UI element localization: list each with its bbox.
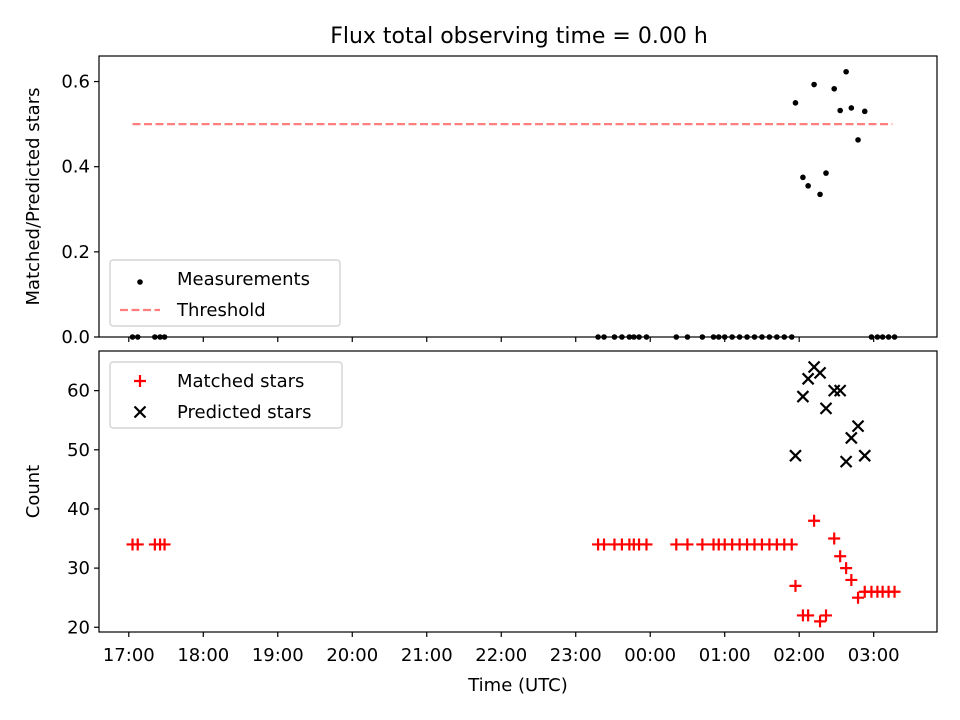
y-tick-label: 60	[67, 381, 90, 402]
y-tick-label: 50	[67, 440, 90, 461]
bottom-point	[785, 538, 798, 551]
legend-swatch	[137, 279, 143, 285]
legend-label: Measurements	[177, 269, 310, 290]
y-tick-label: 30	[67, 558, 90, 579]
x-tick-label: 23:00	[550, 645, 602, 666]
legend-label: Threshold	[176, 300, 266, 321]
x-axis-label: Time (UTC)	[467, 675, 568, 696]
bottom-series-0	[126, 514, 901, 628]
top-point	[861, 108, 868, 115]
bottom-point	[839, 455, 853, 468]
bottom-point	[852, 591, 865, 604]
bottom-axes-frame	[98, 350, 938, 633]
top-point	[823, 170, 829, 176]
bottom-point	[640, 538, 653, 551]
top-point	[817, 191, 823, 198]
x-tick-label: 02:00	[773, 645, 825, 666]
bottom-y-axis-label: Count	[23, 465, 44, 518]
bottom-series-1	[789, 360, 872, 468]
bottom-point	[802, 609, 815, 622]
bottom-point	[789, 449, 802, 462]
bottom-point	[828, 532, 841, 545]
top-y-axis-label: Matched/Predicted stars	[23, 88, 44, 306]
x-tick-label: 20:00	[326, 645, 378, 666]
legend-swatch	[134, 375, 146, 387]
top-point	[800, 174, 806, 181]
x-tick-label: 19:00	[252, 645, 304, 666]
top-point	[837, 107, 843, 114]
legend-swatch	[133, 405, 147, 419]
top-point	[792, 100, 799, 106]
bottom-point	[158, 538, 171, 551]
y-tick-label: 0.2	[61, 242, 90, 263]
bottom-point	[813, 366, 827, 380]
x-tick-label: 21:00	[401, 645, 453, 666]
top-point	[811, 81, 817, 88]
x-tick-label: 00:00	[624, 645, 676, 666]
bottom-point	[834, 550, 847, 563]
y-tick-label: 40	[67, 499, 90, 520]
y-tick-label: 0.6	[61, 72, 90, 93]
bottom-point	[827, 384, 841, 397]
top-point	[855, 137, 861, 143]
bottom-point	[833, 384, 847, 397]
legend-label: Matched stars	[177, 371, 304, 392]
x-tick-label: 18:00	[177, 645, 229, 666]
bottom-point	[670, 538, 683, 551]
bottom-point	[858, 449, 872, 462]
bottom-point	[131, 538, 144, 551]
top-point	[848, 105, 855, 111]
x-tick-label: 01:00	[699, 645, 751, 666]
bottom-point	[808, 514, 821, 527]
bottom-point	[696, 538, 709, 551]
bottom-legend: Matched stars Predicted stars	[109, 361, 343, 429]
y-tick-label: 0.0	[61, 327, 90, 348]
y-tick-label: 20	[67, 617, 90, 638]
top-point	[831, 85, 838, 92]
legend-label: Predicted stars	[177, 402, 311, 423]
chart-title: Flux total observing time = 0.00 h	[330, 24, 708, 49]
legend-box	[109, 361, 343, 429]
bottom-point	[789, 579, 802, 592]
bottom-point	[801, 372, 815, 386]
bottom-point	[598, 538, 611, 551]
x-tick-label: 22:00	[475, 645, 527, 666]
bottom-point	[820, 609, 833, 622]
x-tick-label: 17:00	[103, 645, 155, 666]
bottom-point	[845, 573, 858, 586]
bottom-point	[845, 431, 858, 445]
bottom-point	[796, 390, 810, 403]
bottom-point	[851, 419, 865, 433]
bottom-point	[888, 585, 901, 598]
y-tick-label: 0.4	[61, 157, 90, 178]
legend-box	[109, 259, 341, 327]
top-panel: 0.0 0.2 0.4 0.6 Matched/Predicted stars Measu…	[23, 55, 938, 348]
top-point	[843, 68, 849, 75]
top-point	[805, 183, 811, 189]
top-legend: Measurements Threshold	[109, 259, 341, 327]
bottom-point	[814, 615, 827, 628]
bottom-point	[681, 538, 694, 551]
x-tick-label: 03:00	[848, 645, 900, 666]
bottom-panel: 20 30 40 50 60 17:00 18:00 19:00 20:00 21:00 22:00…	[23, 350, 938, 696]
top-axes-frame	[98, 55, 938, 338]
bottom-point	[819, 402, 833, 415]
bottom-point	[840, 562, 853, 575]
